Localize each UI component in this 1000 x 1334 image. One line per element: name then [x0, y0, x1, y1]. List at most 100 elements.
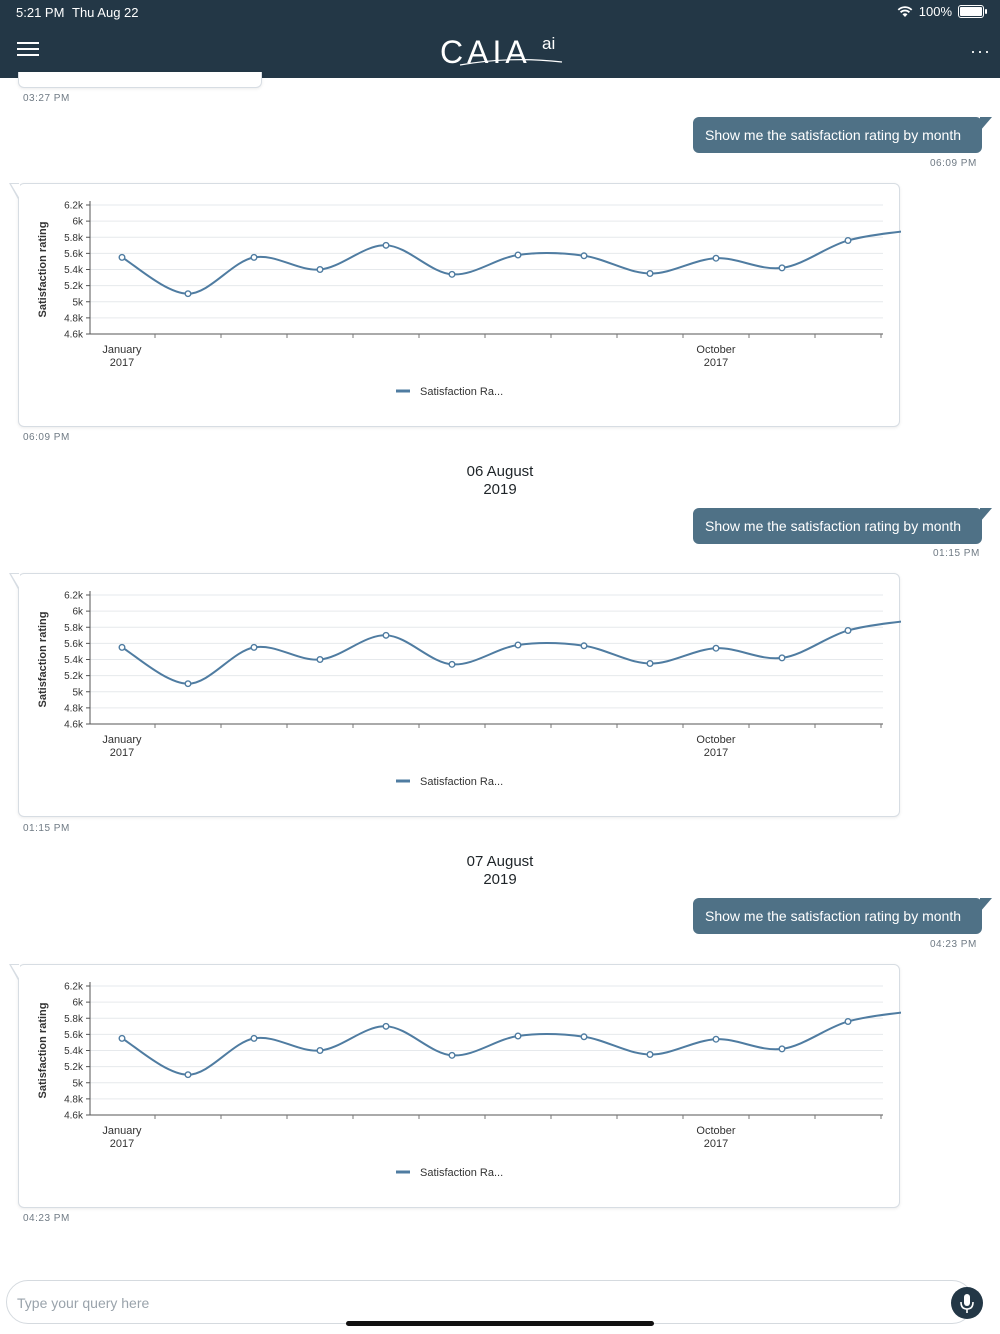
data-point: [184, 1071, 192, 1079]
data-point: [646, 1051, 654, 1059]
y-tick-label: 4.6k: [64, 720, 84, 731]
x-tick-label: October: [696, 1125, 735, 1137]
chart-card: 4.6k 4.8k 5k 5.2k 5.4k 5.6k 5.8k 6k 6.2k January 2…: [9, 573, 901, 817]
legend-label: Satisfaction Ra...: [420, 776, 503, 788]
data-point: [316, 265, 324, 273]
query-timestamp: 06:09 PM: [930, 158, 977, 169]
data-point: [382, 241, 390, 249]
data-point: [250, 253, 258, 261]
data-point: [778, 654, 786, 662]
y-tick-label: 5.6k: [64, 1030, 84, 1041]
query-input[interactable]: [17, 1291, 917, 1315]
user-query-bubble[interactable]: Show me the satisfaction rating by month: [693, 117, 992, 153]
hamburger-menu-icon[interactable]: [14, 38, 42, 64]
data-point: [514, 641, 522, 649]
y-tick-label: 5.2k: [64, 1062, 84, 1073]
logo-text: CAIA: [440, 34, 531, 70]
data-point: [118, 643, 126, 651]
legend-label: Satisfaction Ra...: [420, 386, 503, 398]
x-tick-label: 2017: [110, 747, 134, 759]
status-bar: 5:21 PM Thu Aug 22 100%: [0, 0, 1000, 24]
data-point: [844, 236, 852, 244]
y-tick-label: 6k: [72, 607, 84, 618]
data-point: [844, 1017, 852, 1025]
y-tick-label: 5.4k: [64, 655, 84, 666]
data-point: [448, 270, 456, 278]
battery-percent: 100%: [918, 4, 952, 19]
data-point: [646, 660, 654, 668]
y-tick-label: 6k: [72, 217, 84, 228]
y-tick-label: 5.8k: [64, 233, 84, 244]
user-query-bubble[interactable]: Show me the satisfaction rating by month: [693, 898, 992, 934]
y-tick-label: 5.8k: [64, 623, 84, 634]
data-point: [646, 270, 654, 278]
answer-timestamp: 01:15 PM: [23, 823, 70, 834]
y-tick-label: 5.4k: [64, 265, 84, 276]
logo-swoosh-icon: [459, 59, 563, 66]
y-tick-label: 6.2k: [64, 201, 84, 212]
app-header: CAIA ai ···: [0, 24, 1000, 78]
query-input-bar: [6, 1280, 974, 1324]
y-tick-label: 4.6k: [64, 330, 84, 341]
data-point: [712, 1035, 720, 1043]
query-timestamp: 04:23 PM: [930, 939, 977, 950]
x-tick-label: 2017: [704, 357, 728, 369]
series-line: [121, 1011, 901, 1076]
line-chart: 4.6k4.8k5k5.2k5.4k5.6k5.8k6k6.2kJanuary2…: [37, 201, 901, 398]
x-tick-label: 2017: [110, 1138, 134, 1150]
user-query-bubble[interactable]: Show me the satisfaction rating by month: [693, 508, 992, 544]
x-tick-label: October: [696, 734, 735, 746]
y-tick-label: 5k: [72, 687, 84, 698]
microphone-icon: [960, 1294, 974, 1313]
data-point: [712, 644, 720, 652]
y-tick-label: 6k: [72, 998, 84, 1009]
y-tick-label: 6.2k: [64, 591, 84, 602]
x-tick-label: 2017: [110, 357, 134, 369]
battery-icon: [958, 5, 987, 18]
message-timestamp: 03:27 PM: [23, 93, 70, 104]
y-tick-label: 4.6k: [64, 1111, 84, 1122]
data-point: [382, 631, 390, 639]
data-point: [118, 253, 126, 261]
date-separator: 07 August 2019: [400, 853, 600, 889]
line-chart: 4.6k4.8k5k5.2k5.4k5.6k5.8k6k6.2kJanuary2…: [37, 591, 901, 788]
x-tick-label: January: [102, 1125, 142, 1137]
y-tick-label: 5.6k: [64, 249, 84, 260]
y-tick-label: 4.8k: [64, 1094, 84, 1105]
legend-label: Satisfaction Ra...: [420, 1167, 503, 1179]
date-separator-year: 2019: [483, 871, 517, 888]
data-point: [712, 254, 720, 262]
microphone-button[interactable]: [951, 1287, 983, 1319]
answer-timestamp: 06:09 PM: [23, 432, 70, 443]
data-point: [250, 643, 258, 651]
data-point: [316, 655, 324, 663]
data-point: [184, 680, 192, 688]
more-options-icon[interactable]: ···: [970, 41, 991, 61]
y-axis-label: Satisfaction rating: [37, 1003, 49, 1099]
home-indicator: [346, 1321, 654, 1326]
data-point: [844, 626, 852, 634]
y-axis-label: Satisfaction rating: [37, 222, 49, 318]
date-separator-day: 07 August: [466, 853, 534, 870]
x-tick-label: 2017: [704, 1138, 728, 1150]
status-indicators: 100%: [897, 4, 987, 19]
chart-card: 4.6k 4.8k 5k 5.2k 5.4k 5.6k 5.8k 6k 6.2k January 2…: [9, 183, 901, 427]
caia-logo: CAIA ai: [440, 32, 565, 72]
data-point: [514, 1032, 522, 1040]
y-tick-label: 5k: [72, 1078, 84, 1089]
status-date: Thu Aug 22: [72, 5, 139, 20]
y-tick-label: 5.8k: [64, 1014, 84, 1025]
x-tick-label: 2017: [704, 747, 728, 759]
series-line: [121, 230, 901, 295]
x-tick-label: January: [102, 344, 142, 356]
y-axis-label: Satisfaction rating: [37, 612, 49, 708]
chart-card: 4.6k 4.8k 5k 5.2k 5.4k 5.6k 5.8k 6k 6.2k January 2…: [9, 964, 901, 1208]
wifi-icon: [897, 5, 913, 17]
y-tick-label: 5.2k: [64, 671, 84, 682]
date-separator-year: 2019: [483, 481, 517, 498]
data-point: [514, 251, 522, 259]
data-point: [778, 1045, 786, 1053]
x-tick-label: October: [696, 344, 735, 356]
data-point: [382, 1022, 390, 1030]
y-tick-label: 6.2k: [64, 982, 84, 993]
